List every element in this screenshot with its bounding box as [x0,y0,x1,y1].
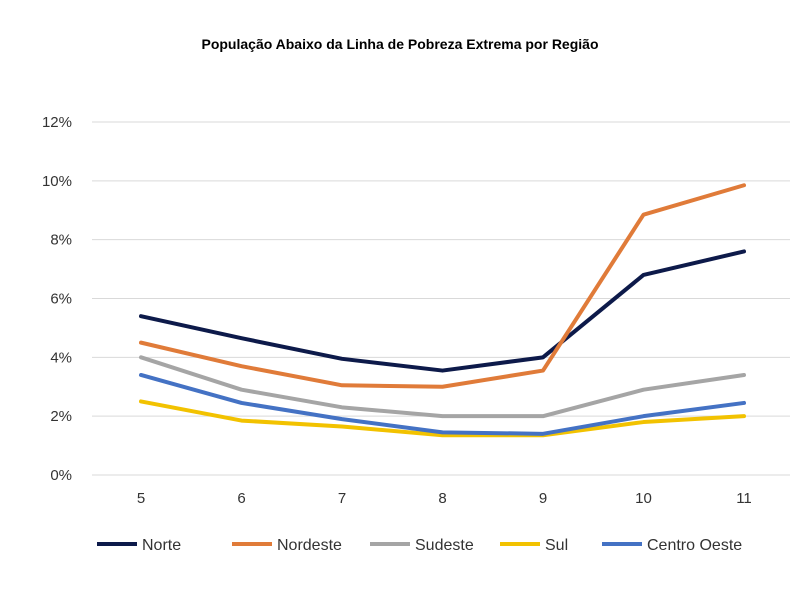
y-tick-label: 8% [50,232,72,249]
x-tick-label: 8 [438,490,446,507]
legend: Norte Nordeste Sudeste Sul Centro Oeste [97,537,742,554]
y-tick-label: 4% [50,349,72,366]
series-line-sudeste [139,355,746,419]
chart-title: População Abaixo da Linha de Pobreza Ext… [201,36,599,52]
x-tick-label: 6 [237,490,245,507]
y-tick-label: 0% [50,467,72,484]
gridlines [92,121,790,476]
y-tick-label: 12% [42,114,72,131]
series-line-sul [139,399,746,438]
y-axis-tick-labels: 0% 2% 4% 6% 8% 10% 12% [42,114,72,484]
y-tick-label: 10% [42,173,72,190]
x-axis-tick-labels: 5 6 7 8 9 10 11 [137,490,752,507]
legend-label-norte: Norte [142,537,181,554]
legend-label-centro-oeste: Centro Oeste [647,537,742,554]
series-line-nordeste [139,183,746,389]
x-tick-label: 5 [137,490,145,507]
series-line-norte [139,249,746,373]
x-tick-label: 11 [736,490,752,507]
x-tick-label: 7 [338,490,346,507]
y-tick-label: 2% [50,408,72,425]
x-tick-label: 9 [539,490,547,507]
x-tick-label: 10 [635,490,652,507]
legend-label-sudeste: Sudeste [415,537,474,554]
series-lines [139,183,746,438]
y-tick-label: 6% [50,291,72,308]
series-line-centro-oeste [139,372,746,436]
legend-label-sul: Sul [545,537,568,554]
legend-label-nordeste: Nordeste [277,537,342,554]
